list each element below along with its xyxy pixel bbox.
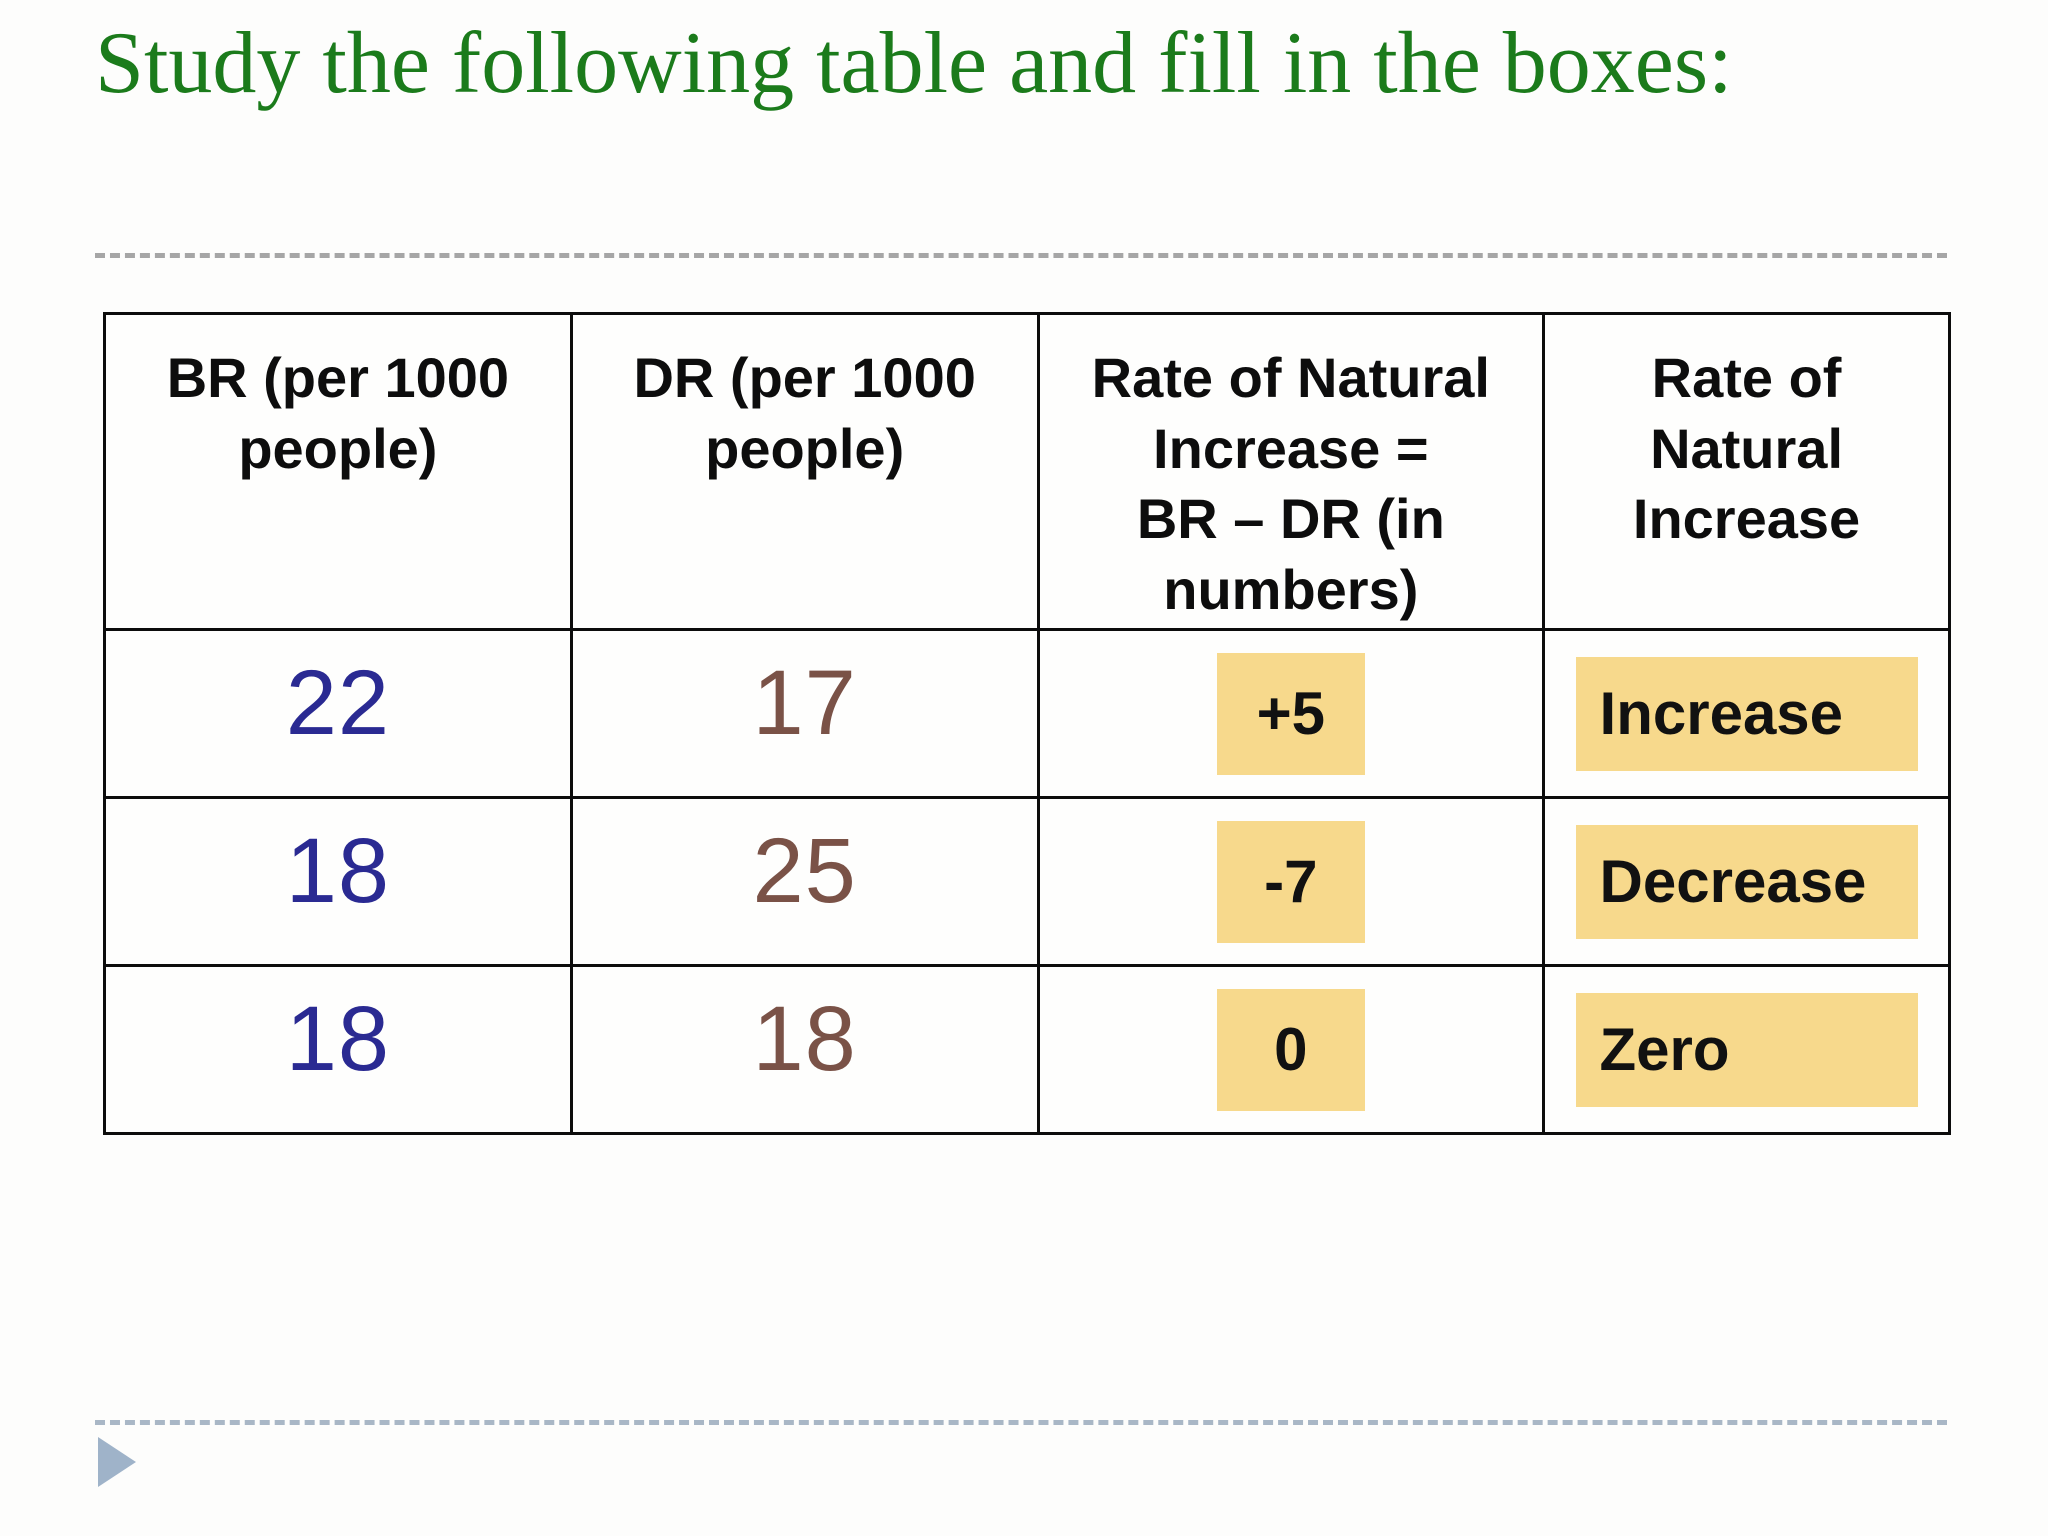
rni-direction-cell: Zero [1542, 964, 1951, 1135]
rni-value-cell: +5 [1036, 628, 1546, 799]
column-header-rni-label: Rate of Natural Increase [1632, 346, 1861, 551]
dr-value: 17 [569, 628, 1040, 799]
table-row: 22 17 +5 Increase [103, 628, 1951, 799]
header-row: BR (per 1000 people) DR (per 1000 people… [103, 312, 1951, 631]
column-header-rni-calc: Rate of Natural Increase = BR – DR (in n… [1036, 312, 1546, 631]
column-header-rni: Rate of Natural Increase [1542, 312, 1951, 631]
rni-direction-answer-box: Zero [1575, 992, 1918, 1107]
column-header-br: BR (per 1000 people) [103, 312, 573, 631]
br-value: 18 [103, 796, 573, 967]
rni-direction-answer-box: Decrease [1575, 824, 1918, 939]
column-header-dr: DR (per 1000 people) [569, 312, 1040, 631]
title-divider-dashed-line [95, 253, 1947, 258]
rni-value-answer-box: -7 [1216, 820, 1365, 943]
rni-direction-cell: Increase [1542, 628, 1951, 799]
birth-death-rate-table: BR (per 1000 people) DR (per 1000 people… [103, 312, 1951, 1135]
br-value: 18 [103, 964, 573, 1135]
rni-direction-cell: Decrease [1542, 796, 1951, 967]
br-value: 22 [103, 628, 573, 799]
column-header-rni-calc-label: Rate of Natural Increase = BR – DR (in n… [1091, 346, 1490, 621]
next-slide-triangle-icon [98, 1437, 136, 1487]
footer-divider-dashed-line [95, 1420, 1947, 1425]
table-row: 18 25 -7 Decrease [103, 796, 1951, 967]
column-header-dr-label: DR (per 1000 people) [633, 346, 976, 480]
rni-direction-answer-box: Increase [1575, 656, 1918, 771]
dr-value: 25 [569, 796, 1040, 967]
rni-value-answer-box: 0 [1216, 988, 1365, 1111]
column-header-br-label: BR (per 1000 people) [166, 346, 510, 480]
rni-value-cell: -7 [1036, 796, 1546, 967]
page-title: Study the following table and fill in th… [95, 15, 1733, 112]
rni-value-answer-box: +5 [1216, 652, 1365, 775]
rni-value-cell: 0 [1036, 964, 1546, 1135]
dr-value: 18 [569, 964, 1040, 1135]
table-row: 18 18 0 Zero [103, 964, 1951, 1135]
